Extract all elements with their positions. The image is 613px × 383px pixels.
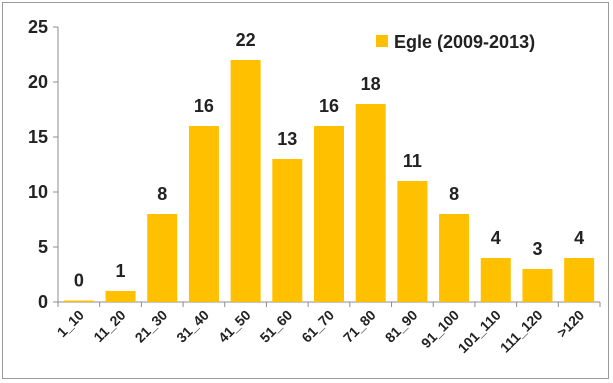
data-label: 1 — [116, 261, 126, 281]
x-tick-label: 41_50 — [215, 307, 254, 346]
data-label: 22 — [236, 30, 256, 50]
bar->120 — [564, 258, 595, 302]
data-label: 11 — [403, 151, 422, 171]
bar-61_70 — [314, 126, 344, 302]
x-tick-label: 11_20 — [90, 307, 128, 345]
x-tick-label: >120 — [554, 307, 588, 341]
data-label: 0 — [74, 271, 84, 291]
data-label: 16 — [319, 96, 339, 116]
x-tick-label: 111_120 — [497, 307, 546, 356]
chart-frame — [2, 2, 609, 379]
bar-21_30 — [147, 214, 178, 302]
y-tick-label: 10 — [28, 182, 48, 202]
data-label: 16 — [194, 96, 214, 116]
bar-11_20 — [105, 291, 136, 302]
y-tick-label: 5 — [38, 237, 48, 257]
bar-91_100 — [439, 214, 470, 302]
chart-legend: Egle (2009-2013) — [376, 32, 535, 52]
bar-51_60 — [272, 159, 303, 302]
x-tick-label: 51_60 — [257, 307, 296, 346]
data-label: 3 — [532, 239, 542, 259]
x-tick-label: 101_110 — [455, 307, 504, 356]
data-label: 8 — [449, 184, 459, 204]
bar-1_10 — [63, 300, 94, 302]
x-tick-label: 71_80 — [340, 307, 379, 346]
x-tick-label: 81_90 — [382, 307, 421, 346]
data-label: 18 — [361, 74, 381, 94]
bar-31_40 — [188, 126, 219, 302]
bar-81_90 — [397, 181, 428, 302]
chart-bars — [63, 60, 595, 302]
y-tick-label: 25 — [28, 17, 48, 37]
bar-111_120 — [522, 269, 553, 302]
data-label: 8 — [157, 184, 167, 204]
x-tick-label: 1_10 — [54, 307, 87, 340]
bar-71_80 — [355, 104, 386, 302]
legend-swatch-egle — [376, 35, 388, 47]
bar-101_110 — [480, 258, 511, 302]
x-tick-label: 61_70 — [298, 307, 337, 346]
data-label: 4 — [574, 228, 584, 248]
x-tick-label: 21_30 — [132, 307, 171, 346]
y-tick-label: 20 — [28, 72, 48, 92]
legend-label-egle: Egle (2009-2013) — [394, 32, 535, 52]
y-tick-label: 15 — [28, 127, 48, 147]
x-tick-label: 31_40 — [173, 307, 212, 346]
data-label: 13 — [277, 129, 297, 149]
bar-41_50 — [230, 60, 261, 302]
y-tick-label: 0 — [38, 292, 48, 312]
data-label: 4 — [491, 228, 501, 248]
